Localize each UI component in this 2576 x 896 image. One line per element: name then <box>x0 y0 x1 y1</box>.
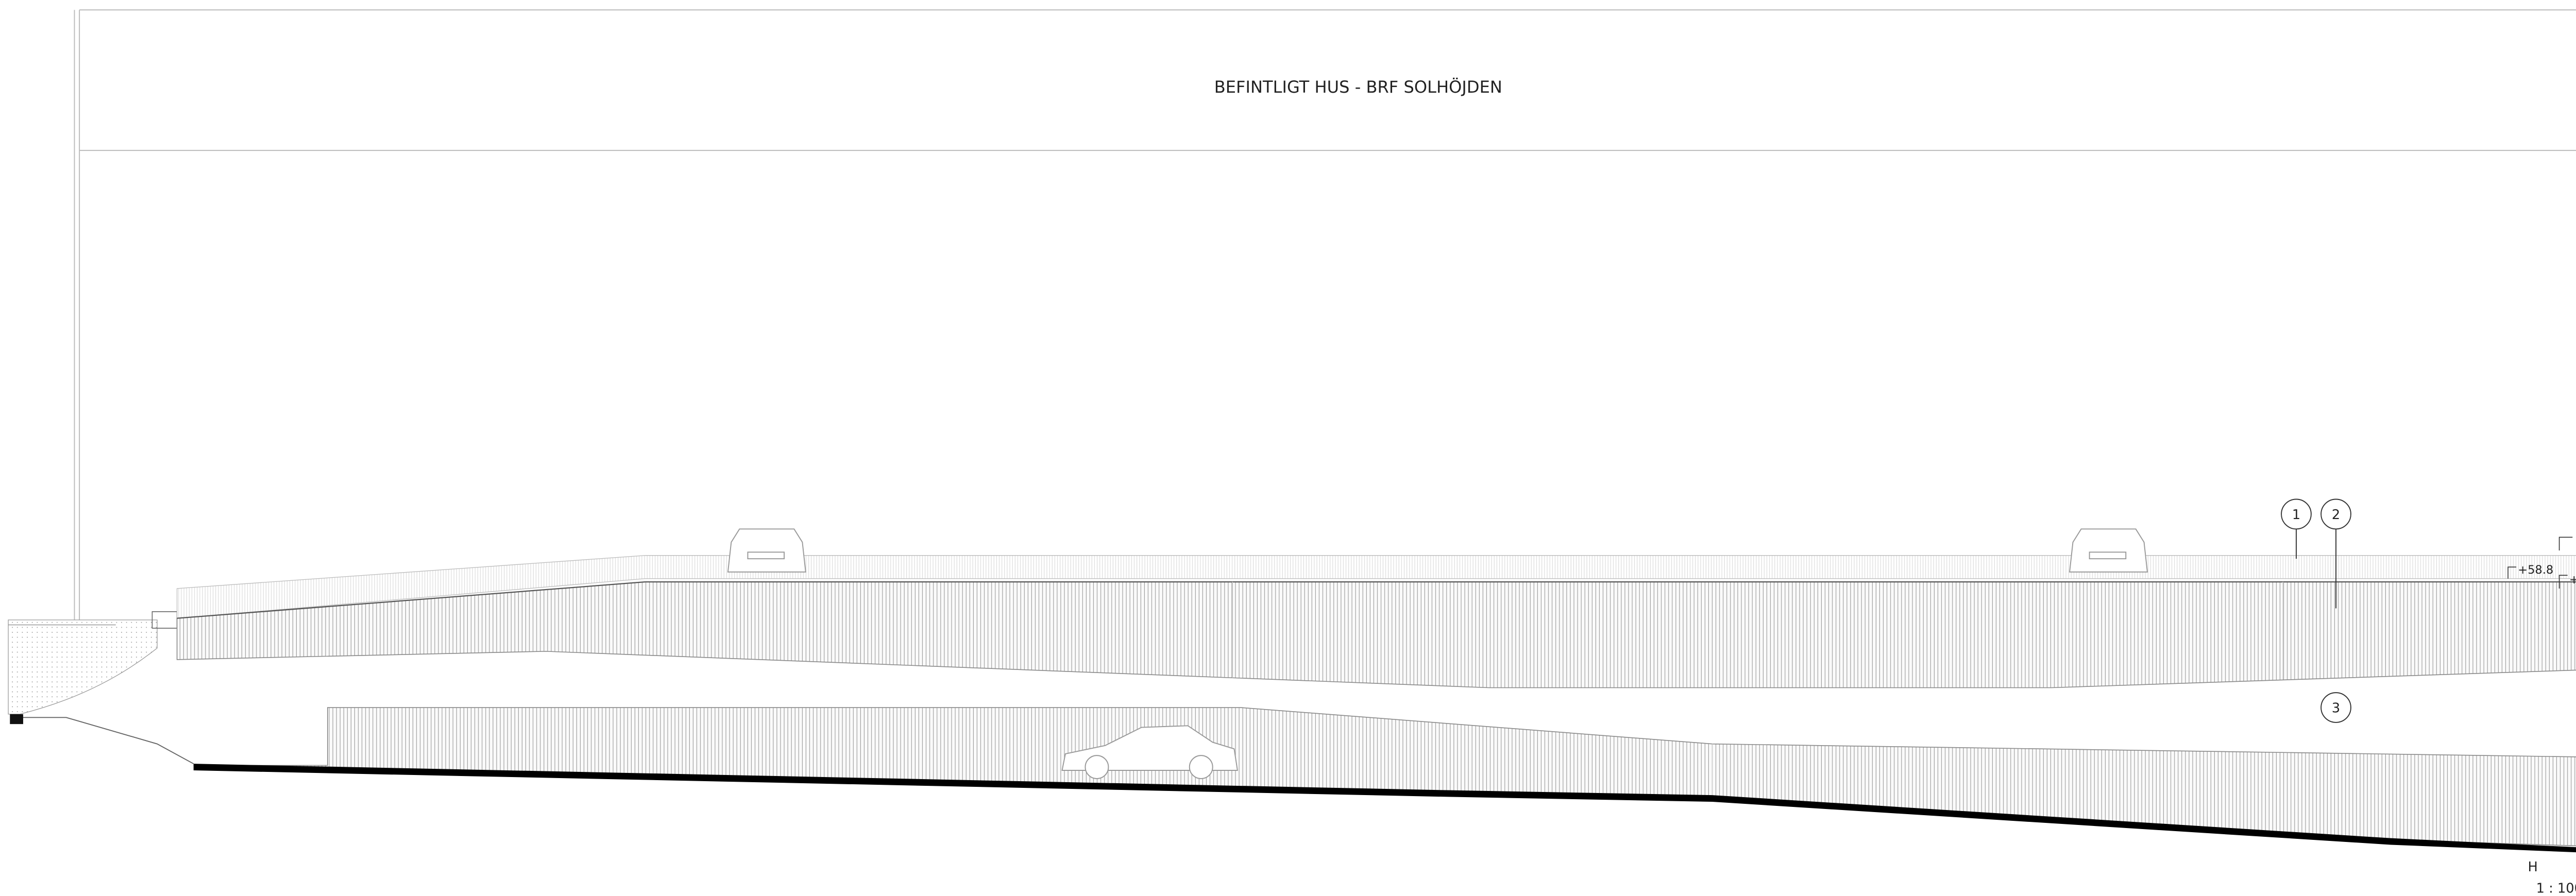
upper-level <box>177 556 2576 688</box>
left-terrain <box>8 612 194 764</box>
marker-label: 2 <box>2332 507 2340 523</box>
scale-label: 1 : 100 <box>2536 881 2576 896</box>
marker-label: 3 <box>2332 701 2340 716</box>
page: BEFINTLIGT HUS - BRF SOLHÖJDEN <box>0 0 2576 896</box>
level-label: +58.6 <box>2569 573 2576 587</box>
building-title: BEFINTLIGT HUS - BRF SOLHÖJDEN <box>1214 77 1502 97</box>
view-label: H <box>2528 859 2538 875</box>
car <box>2070 529 2147 572</box>
marker-label: 1 <box>2292 507 2300 523</box>
existing-building <box>74 10 2576 620</box>
car <box>728 529 806 572</box>
elevation-drawing: BEFINTLIGT HUS - BRF SOLHÖJDEN <box>0 0 2576 896</box>
level-label: +58.8 <box>2518 563 2553 577</box>
lower-level <box>194 708 2576 853</box>
